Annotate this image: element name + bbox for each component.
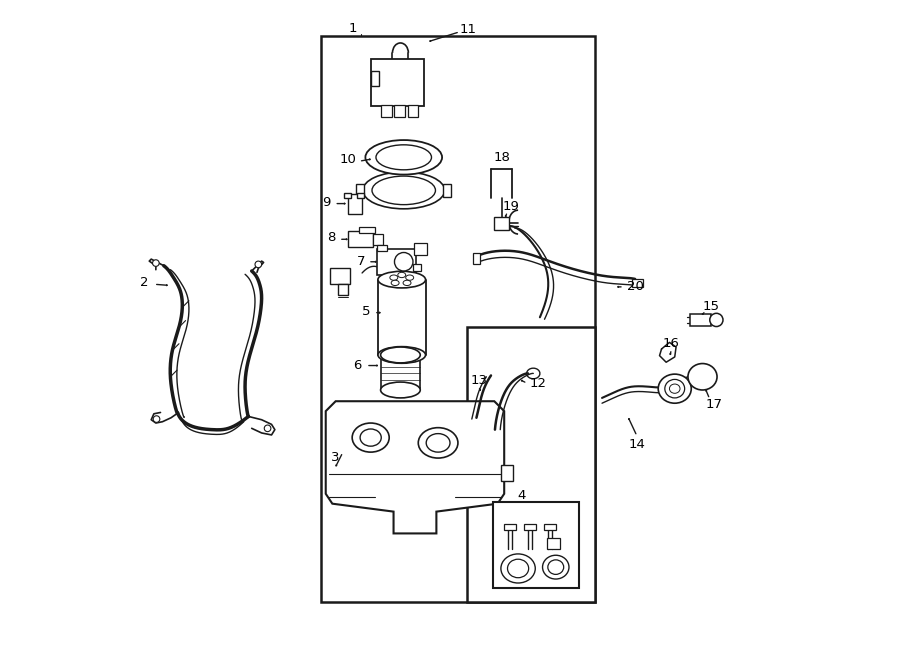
Bar [547,538,561,549]
Ellipse shape [352,423,389,452]
Text: 2: 2 [140,276,148,290]
Ellipse shape [543,555,569,579]
Text: 12: 12 [529,377,546,390]
Ellipse shape [378,346,426,364]
Ellipse shape [688,364,717,390]
Bar [414,243,427,255]
Text: 6: 6 [354,359,362,372]
Text: 16: 16 [663,337,680,350]
Ellipse shape [392,280,399,286]
Ellipse shape [363,172,445,209]
Ellipse shape [152,260,159,266]
Ellipse shape [372,176,436,205]
Bar [373,234,383,245]
Bar [377,245,387,251]
Bar [338,284,348,295]
Bar [357,193,364,198]
Bar [359,227,375,233]
Text: 7: 7 [356,254,365,268]
Text: 9: 9 [322,196,330,209]
Bar [690,314,711,326]
Text: 13: 13 [471,374,488,387]
Bar [382,105,392,117]
Bar [371,59,424,106]
Ellipse shape [403,280,411,286]
Ellipse shape [670,384,680,393]
Ellipse shape [360,429,382,446]
Text: 17: 17 [706,398,723,411]
Ellipse shape [398,272,406,278]
Ellipse shape [255,261,262,268]
Bar [329,268,349,284]
Ellipse shape [418,428,458,458]
Bar [347,231,373,247]
Bar [444,184,451,197]
Bar [544,524,556,530]
Ellipse shape [265,425,271,432]
Ellipse shape [153,416,160,422]
Bar [371,71,379,86]
Ellipse shape [394,253,413,271]
Ellipse shape [365,140,442,175]
Bar [501,465,513,481]
Text: 14: 14 [628,438,645,451]
Bar [394,105,405,117]
Ellipse shape [406,275,414,280]
Bar [493,217,509,230]
Text: 3: 3 [330,451,339,464]
Ellipse shape [390,275,398,280]
Text: 5: 5 [362,305,370,319]
Ellipse shape [378,271,426,288]
Text: 18: 18 [494,151,510,164]
Text: 20: 20 [627,280,644,293]
Bar [347,194,362,214]
Text: 8: 8 [327,231,335,245]
Ellipse shape [658,374,691,403]
Bar [377,249,416,275]
Text: 4: 4 [518,489,526,502]
Bar [524,524,536,530]
Ellipse shape [376,145,431,170]
Text: 1: 1 [348,22,357,35]
Bar [633,279,643,287]
Text: 15: 15 [703,300,720,313]
Ellipse shape [501,554,536,583]
Bar [356,184,365,197]
Ellipse shape [381,347,420,363]
Ellipse shape [710,313,723,327]
Bar [466,327,596,602]
Text: 11: 11 [459,23,476,36]
Ellipse shape [548,560,563,574]
Bar [413,264,421,271]
Ellipse shape [665,379,685,398]
Bar [473,253,480,264]
Text: 10: 10 [339,153,356,167]
Bar [493,502,579,588]
Ellipse shape [381,382,420,398]
Polygon shape [326,401,504,533]
Ellipse shape [427,434,450,452]
Bar [408,105,418,117]
Bar [344,193,351,198]
Text: 19: 19 [502,200,519,213]
Ellipse shape [508,559,528,578]
Bar [504,524,516,530]
Bar [321,36,596,602]
